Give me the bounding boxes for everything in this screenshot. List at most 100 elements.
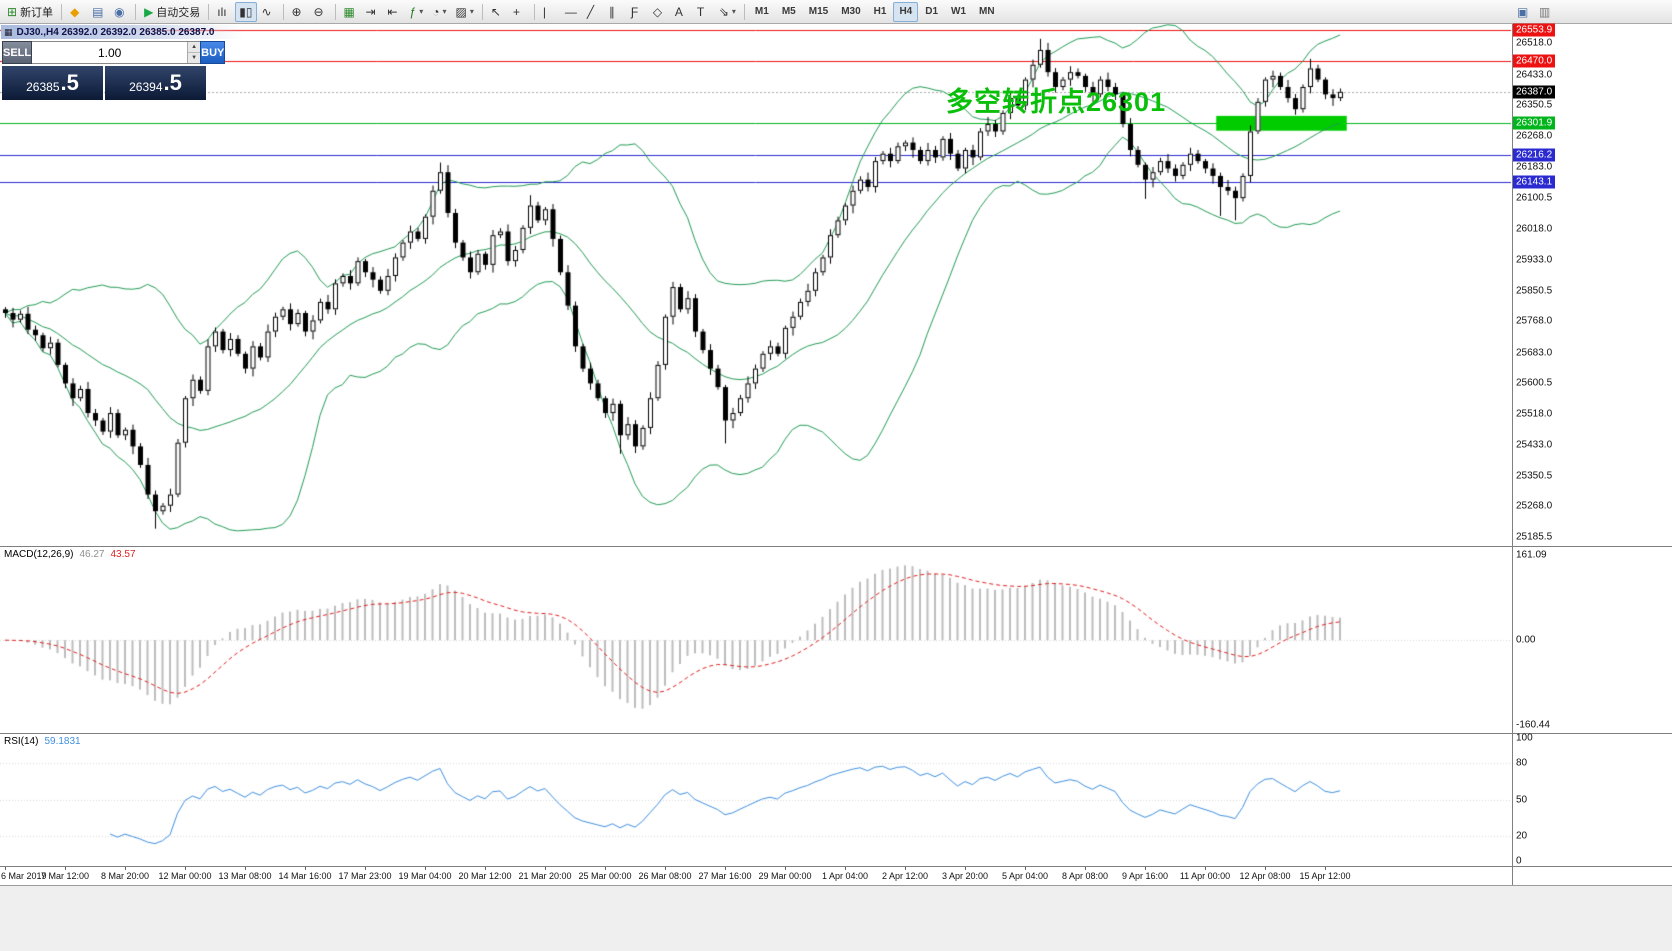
toolbar-timeframe-h4[interactable]: H4: [893, 1, 919, 22]
toolbar-horizontal-line-button[interactable]: —: [561, 2, 582, 22]
price-tick-label: 25518.0: [1516, 408, 1553, 420]
toolbar-indicators-button[interactable]: ƒ ▾: [406, 2, 428, 22]
toolbar-auto-scroll-button[interactable]: ⇥: [362, 2, 383, 22]
rsi-pane[interactable]: RSI(14) 59.1831: [0, 734, 1512, 866]
date-tick: [125, 867, 126, 870]
macd-axis[interactable]: 161.09 0.00 -160.44: [1512, 547, 1672, 733]
toolbar-cursor-button[interactable]: ↖: [487, 2, 508, 22]
toolbar-separator: [208, 3, 210, 20]
buy-price-pips: .5: [163, 70, 182, 95]
toolbar-autotrading-button[interactable]: ▶ 自动交易: [140, 2, 204, 22]
toolbar-bar-chart-button[interactable]: ılı: [213, 2, 234, 22]
toolbar-tile-windows-button[interactable]: ▦: [340, 2, 361, 22]
volume-input[interactable]: [32, 42, 188, 63]
toolbar-templates-button[interactable]: ▨ ▾: [451, 2, 477, 22]
rsi-row: RSI(14) 59.1831 100 80 50 20 0: [0, 733, 1672, 867]
toolbar-chart-list-button[interactable]: ▣: [1513, 2, 1534, 22]
toolbar-docking-button[interactable]: ▥: [1535, 2, 1556, 22]
profiles-icon: ◆: [70, 4, 80, 19]
time-axis-corner: [1512, 867, 1672, 885]
price-tick-label: 26183.0: [1516, 161, 1553, 173]
date-tick: [965, 867, 966, 870]
toolbar-text-button[interactable]: A: [671, 2, 692, 22]
chevron-down-icon: ▾: [469, 7, 474, 16]
date-tick: [185, 867, 186, 870]
toolbar-timeframe-m5[interactable]: M5: [776, 2, 802, 22]
toolbar-charts-cascade-button[interactable]: ▤: [88, 2, 109, 22]
toolbar-crosshair-button[interactable]: +: [509, 2, 530, 22]
rsi-canvas[interactable]: [0, 734, 1512, 866]
toolbar-separator: [135, 3, 137, 20]
time-axis[interactable]: 6 Mar 2019 7 Mar 12:00 8 Mar 20:00 12 Mar 0…: [0, 867, 1512, 885]
price-axis[interactable]: 26518.0 26433.0 26350.5 26268.0 26183.0 26100…: [1512, 23, 1672, 546]
date-label: 20 Mar 12:00: [458, 871, 512, 881]
price-chart-plot[interactable]: ▦ DJ30.,H4 26392.0 26392.0 26385.0 26387…: [0, 24, 1512, 546]
price-chart-canvas[interactable]: [0, 24, 1512, 546]
toolbar-timeframe-w1[interactable]: W1: [945, 2, 972, 22]
toolbar-new-order-label: 新订单: [20, 6, 54, 19]
toolbar-zoom-in-button[interactable]: ⊕: [288, 2, 309, 22]
toolbar-chart-shift-button[interactable]: ⇤: [384, 2, 405, 22]
date-tick: [665, 867, 666, 870]
macd-pane[interactable]: MACD(12,26,9) 46.27 43.57: [0, 547, 1512, 733]
volume-stepper: ▲ ▼: [187, 42, 201, 63]
toolbar-separator: [61, 3, 63, 20]
toolbar-candlestick-chart-button[interactable]: ▮▯: [235, 1, 257, 22]
date-label: 13 Mar 08:00: [218, 871, 272, 881]
toolbar-timeframe-m15[interactable]: M15: [803, 2, 834, 22]
rsi-name: RSI(14): [4, 736, 39, 747]
date-label: 12 Apr 08:00: [1239, 871, 1291, 881]
macd-scale-label: 0.00: [1516, 634, 1536, 646]
date-label: 21 Mar 20:00: [518, 871, 572, 881]
toolbar-line-chart-button[interactable]: ∿: [258, 2, 279, 22]
toolbar-arrows-button[interactable]: ⇘ ▾: [715, 2, 740, 22]
toolbar-new-order-button[interactable]: ⊞ 新订单: [3, 2, 57, 22]
date-tick: [1025, 867, 1026, 870]
buy-price-main: 26394: [129, 79, 163, 94]
volume-increase-button[interactable]: ▲: [188, 42, 201, 53]
toolbar-timeframe-mn[interactable]: MN: [973, 2, 1001, 22]
macd-canvas[interactable]: [0, 547, 1512, 733]
toolbar-shapes-button[interactable]: ◇: [649, 2, 670, 22]
macd-name: MACD(12,26,9): [4, 549, 74, 560]
sell-price-display[interactable]: 26385.5: [2, 66, 103, 100]
buy-price-display[interactable]: 26394.5: [105, 66, 206, 100]
toolbar-trendline-button[interactable]: ╱: [583, 2, 604, 22]
toolbar-fibonacci-button[interactable]: Ƒ: [627, 2, 648, 22]
rsi-label: RSI(14) 59.1831: [4, 736, 81, 747]
buy-button[interactable]: BUY: [200, 41, 226, 64]
status-bar: [0, 885, 1672, 951]
toolbar-timeframe-m30[interactable]: M30: [835, 2, 866, 22]
date-label: 3 Apr 20:00: [941, 871, 989, 881]
toolbar-profiles-button[interactable]: ◆: [66, 2, 87, 22]
toolbar-timeframe-h1[interactable]: H1: [868, 2, 893, 22]
rsi-axis[interactable]: 100 80 50 20 0: [1512, 733, 1672, 867]
cursor-icon: ↖: [490, 4, 501, 19]
date-tick: [725, 867, 726, 870]
macd-main-value: 46.27: [79, 549, 105, 560]
sell-button[interactable]: SELL: [2, 41, 33, 64]
toolbar-alerts-button[interactable]: ◉: [110, 2, 131, 22]
toolbar-timeframe-m1[interactable]: M1: [749, 2, 775, 22]
rsi-scale-label: 80: [1516, 757, 1528, 769]
toolbar-periods-button[interactable]: ◔ ▾: [428, 2, 450, 22]
macd-row: MACD(12,26,9) 46.27 43.57 161.09 0.00 -160…: [0, 546, 1672, 733]
zoom-in-icon: ⊕: [291, 4, 302, 19]
macd-signal-value: 43.57: [110, 549, 136, 560]
text-label-icon: T: [696, 4, 705, 19]
toolbar-text-label-button[interactable]: T: [693, 2, 714, 22]
toolbar-zoom-out-button[interactable]: ⊖: [310, 2, 331, 22]
volume-control: ▲ ▼: [32, 41, 201, 64]
date-label: 25 Mar 00:00: [578, 871, 632, 881]
date-tick: [845, 867, 846, 870]
current-price-badge: 26387.0: [1513, 85, 1556, 99]
date-label: 15 Apr 12:00: [1299, 871, 1351, 881]
toolbar-vertical-line-button[interactable]: |: [539, 2, 560, 22]
candlestick-chart-icon: ▮▯: [239, 4, 253, 19]
toolbar-channel-button[interactable]: ∥: [605, 2, 626, 22]
volume-decrease-button[interactable]: ▼: [188, 53, 201, 63]
chart-icon: ▦: [4, 26, 13, 37]
date-label: 11 Apr 00:00: [1179, 871, 1231, 881]
time-axis-row: 6 Mar 2019 7 Mar 12:00 8 Mar 20:00 12 Mar 0…: [0, 866, 1672, 885]
toolbar-timeframe-d1[interactable]: D1: [919, 2, 944, 22]
